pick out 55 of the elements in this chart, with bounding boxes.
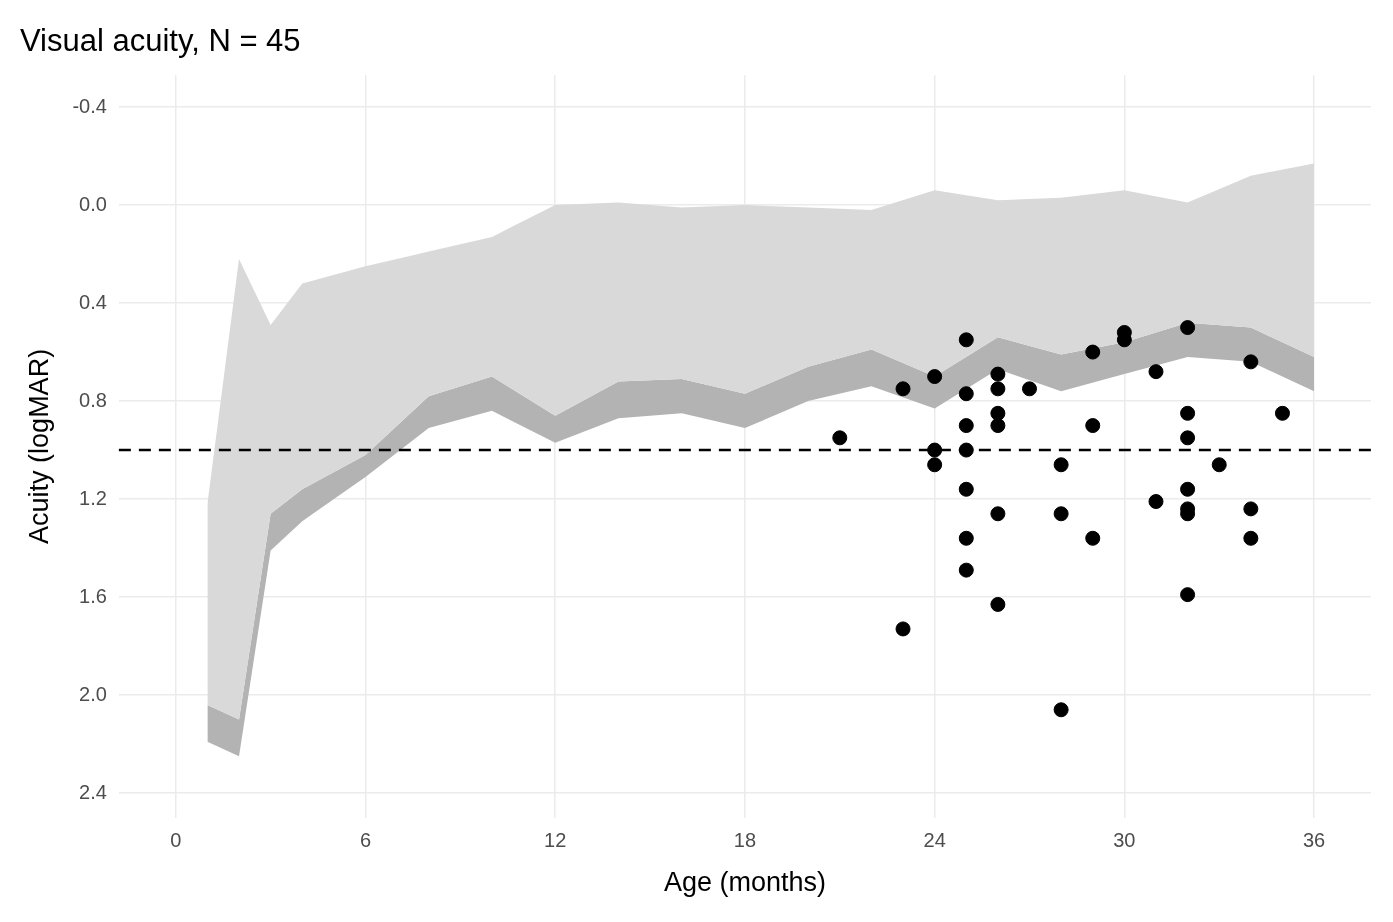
point: [1053, 506, 1069, 522]
x-tick-label: 18: [733, 829, 757, 852]
point: [895, 381, 911, 397]
point: [1085, 344, 1101, 360]
x-tick-label: 6: [359, 829, 372, 852]
point: [927, 442, 943, 458]
y-tick-label: 0.8: [79, 388, 107, 411]
x-tick-label: 0: [170, 829, 182, 852]
point: [832, 430, 848, 446]
point: [1180, 405, 1196, 421]
y-tick-label: 2.0: [79, 682, 107, 705]
point: [1180, 481, 1196, 497]
point: [1148, 364, 1164, 380]
point: [1211, 457, 1227, 473]
point: [1053, 702, 1069, 718]
point: [1274, 405, 1290, 421]
point: [958, 530, 974, 546]
x-tick-label: 24: [923, 829, 946, 852]
y-tick-label: 1.6: [79, 584, 107, 607]
y-tick-label: 2.4: [79, 780, 107, 803]
point: [990, 506, 1006, 522]
point: [990, 381, 1006, 397]
chart-title: Visual acuity, N = 45: [20, 23, 301, 59]
point: [1243, 501, 1259, 517]
point: [990, 405, 1006, 421]
point: [1243, 530, 1259, 546]
y-tick-label: -0.4: [72, 94, 107, 117]
x-tick-label: 36: [1302, 829, 1326, 852]
point: [958, 418, 974, 434]
point: [895, 621, 911, 637]
x-tick-label: 30: [1113, 829, 1136, 852]
x-axis-title: Age (months): [663, 867, 826, 898]
y-tick-label: 0.0: [79, 192, 107, 215]
y-tick-label: 0.4: [79, 290, 107, 313]
y-tick-label: 1.2: [79, 486, 107, 509]
point: [1022, 381, 1038, 397]
point: [1148, 494, 1164, 510]
point: [958, 332, 974, 348]
point: [1085, 418, 1101, 434]
point: [1053, 457, 1069, 473]
point: [990, 366, 1006, 382]
point: [1243, 354, 1259, 370]
point: [1180, 430, 1196, 446]
y-axis-title: Acuity (logMAR): [23, 348, 54, 544]
point: [927, 369, 943, 385]
point: [958, 562, 974, 578]
x-tick-label: 12: [544, 829, 567, 852]
point: [927, 457, 943, 473]
point: [958, 386, 974, 402]
point: [1180, 587, 1196, 603]
point: [1085, 530, 1101, 546]
point: [1180, 320, 1196, 336]
point: [958, 481, 974, 497]
point: [990, 596, 1006, 612]
point: [990, 418, 1006, 434]
